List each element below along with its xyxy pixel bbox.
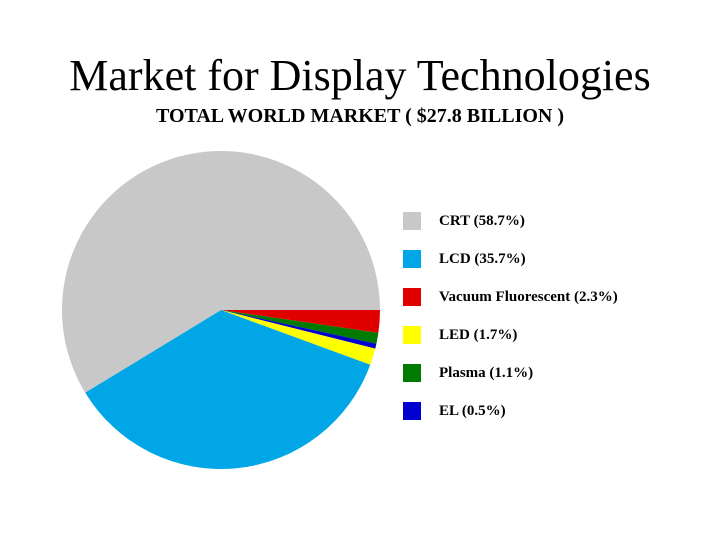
legend-item-led: LED (1.7%) — [403, 316, 703, 354]
pie-slice-el — [221, 310, 377, 349]
legend-swatch-crt — [403, 212, 421, 230]
legend-label-lcd: LCD (35.7%) — [439, 250, 526, 267]
legend-item-el: EL (0.5%) — [403, 392, 703, 430]
pie-slice-led — [221, 310, 376, 365]
pie-slice-plasma — [221, 310, 379, 344]
legend-swatch-plasma — [403, 364, 421, 382]
pie-slice-lcd — [85, 310, 371, 470]
chart-legend: CRT (58.7%) LCD (35.7%) Vacuum Fluoresce… — [403, 202, 703, 430]
legend-item-lcd: LCD (35.7%) — [403, 240, 703, 278]
pie-slice-vacuum-fluorescent — [221, 310, 380, 333]
legend-item-crt: CRT (58.7%) — [403, 202, 703, 240]
page-title: Market for Display Technologies — [69, 51, 651, 100]
legend-swatch-lcd — [403, 250, 421, 268]
legend-label-vacuum-fluorescent: Vacuum Fluorescent (2.3%) — [439, 288, 618, 305]
legend-item-vacuum-fluorescent: Vacuum Fluorescent (2.3%) — [403, 278, 703, 316]
legend-item-plasma: Plasma (1.1%) — [403, 354, 703, 392]
legend-label-led: LED (1.7%) — [439, 326, 518, 343]
legend-swatch-el — [403, 402, 421, 420]
legend-swatch-led — [403, 326, 421, 344]
legend-label-plasma: Plasma (1.1%) — [439, 364, 534, 381]
pie-slice-crt — [61, 150, 380, 393]
legend-label-el: EL (0.5%) — [439, 402, 506, 419]
legend-label-crt: CRT (58.7%) — [439, 212, 525, 229]
chart-subtitle: TOTAL WORLD MARKET ( $27.8 BILLION ) — [155, 105, 565, 127]
legend-swatch-vacuum-fluorescent — [403, 288, 421, 306]
